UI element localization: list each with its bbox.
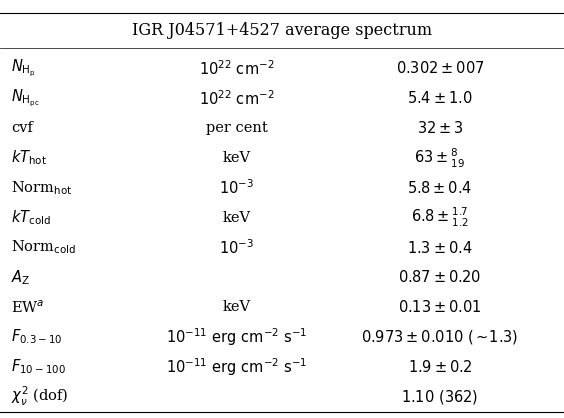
Text: $0.87 \pm 0.20$: $0.87 \pm 0.20$ — [398, 269, 482, 285]
Text: $10^{-3}$: $10^{-3}$ — [219, 178, 254, 197]
Text: cvf: cvf — [11, 121, 33, 135]
Text: $0.13 \pm 0.01$: $0.13 \pm 0.01$ — [398, 299, 482, 315]
Text: $32 \pm 3$: $32 \pm 3$ — [417, 120, 463, 136]
Text: IGR J04571+4527 average spectrum: IGR J04571+4527 average spectrum — [132, 22, 432, 39]
Text: Norm$_{\mathrm{cold}}$: Norm$_{\mathrm{cold}}$ — [11, 239, 76, 256]
Text: $N_{\mathrm{H_{pc}}}$: $N_{\mathrm{H_{pc}}}$ — [11, 88, 40, 109]
Text: EW$^{a}$: EW$^{a}$ — [11, 299, 45, 316]
Text: $5.8 \pm 0.4$: $5.8 \pm 0.4$ — [407, 180, 473, 196]
Text: keV: keV — [223, 151, 251, 165]
Text: $F_{10-100}$: $F_{10-100}$ — [11, 358, 66, 376]
Text: $0.973 \pm 0.010\ (\sim\!1.3)$: $0.973 \pm 0.010\ (\sim\!1.3)$ — [361, 328, 519, 346]
Text: per cent: per cent — [206, 121, 268, 135]
Text: keV: keV — [223, 211, 251, 225]
Text: $10^{-3}$: $10^{-3}$ — [219, 238, 254, 257]
Text: $1.9 \pm 0.2$: $1.9 \pm 0.2$ — [408, 359, 472, 375]
Text: $F_{0.3-10}$: $F_{0.3-10}$ — [11, 328, 63, 347]
Text: $5.4 \pm 1.0$: $5.4 \pm 1.0$ — [407, 90, 473, 106]
Text: $6.8\pm^{1.7}_{1.2}$: $6.8\pm^{1.7}_{1.2}$ — [411, 206, 469, 229]
Text: $63\pm^{8}_{19}$: $63\pm^{8}_{19}$ — [415, 146, 465, 170]
Text: $N_{\mathrm{H_p}}$: $N_{\mathrm{H_p}}$ — [11, 58, 36, 79]
Text: $kT_{\mathrm{cold}}$: $kT_{\mathrm{cold}}$ — [11, 208, 51, 227]
Text: $kT_{\mathrm{hot}}$: $kT_{\mathrm{hot}}$ — [11, 149, 47, 167]
Text: $A_{\mathrm{Z}}$: $A_{\mathrm{Z}}$ — [11, 268, 30, 287]
Text: $10^{-11}\ \mathrm{erg\ cm}^{-2}\ \mathrm{s}^{-1}$: $10^{-11}\ \mathrm{erg\ cm}^{-2}\ \mathr… — [166, 356, 307, 378]
Text: keV: keV — [223, 300, 251, 314]
Text: $0.302 \pm 007$: $0.302 \pm 007$ — [395, 61, 484, 76]
Text: $1.3 \pm 0.4$: $1.3 \pm 0.4$ — [407, 240, 473, 255]
Text: $\chi^2_\nu$ (dof): $\chi^2_\nu$ (dof) — [11, 385, 69, 408]
Text: $1.10\ (362)$: $1.10\ (362)$ — [401, 388, 479, 406]
Text: $10^{22}\ \mathrm{cm}^{-2}$: $10^{22}\ \mathrm{cm}^{-2}$ — [199, 59, 275, 78]
Text: $10^{22}\ \mathrm{cm}^{-2}$: $10^{22}\ \mathrm{cm}^{-2}$ — [199, 89, 275, 107]
Text: Norm$_{\mathrm{hot}}$: Norm$_{\mathrm{hot}}$ — [11, 179, 73, 197]
Text: $10^{-11}\ \mathrm{erg\ cm}^{-2}\ \mathrm{s}^{-1}$: $10^{-11}\ \mathrm{erg\ cm}^{-2}\ \mathr… — [166, 326, 307, 348]
